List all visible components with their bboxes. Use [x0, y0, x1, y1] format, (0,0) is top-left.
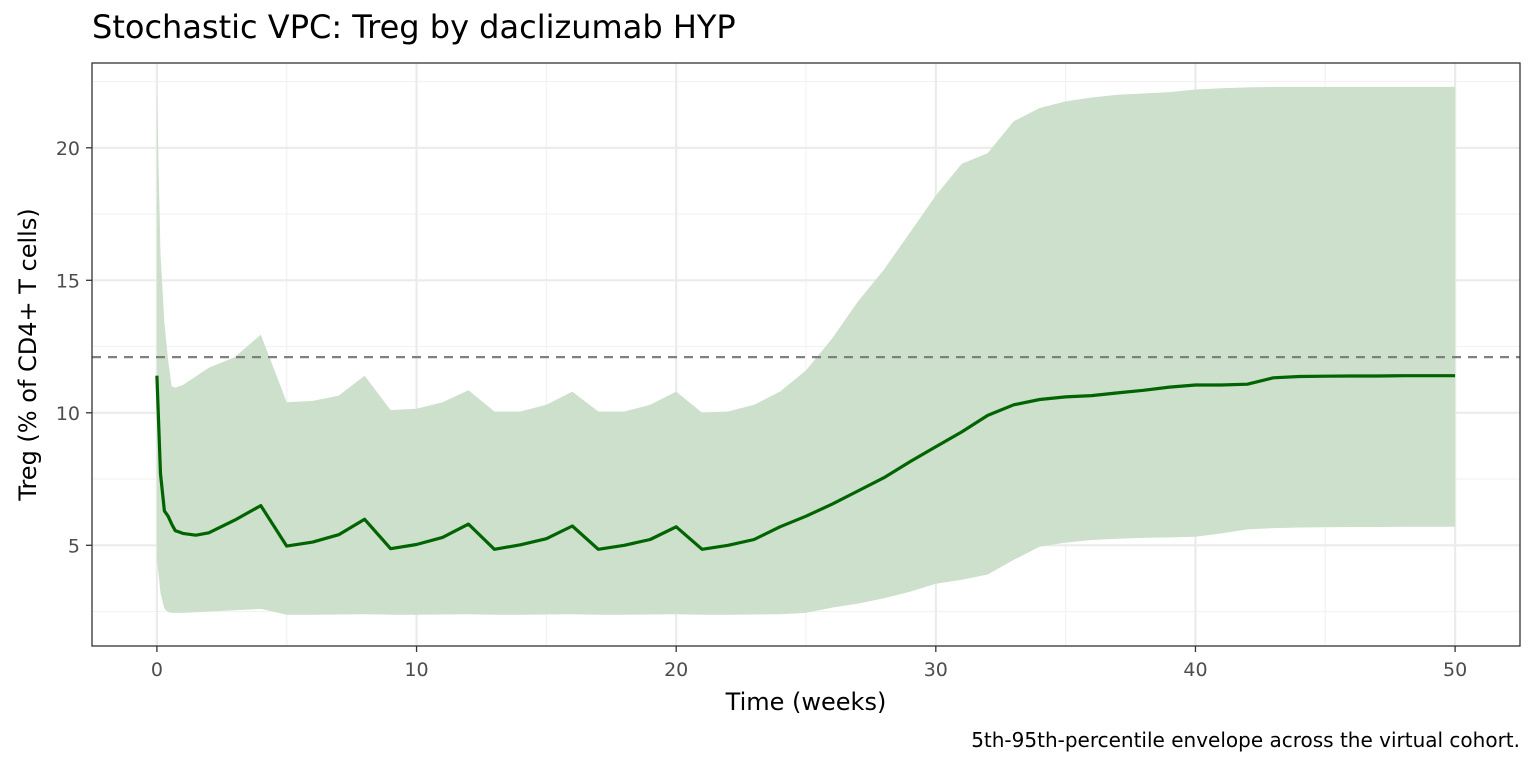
x-tick-label: 50 — [1443, 659, 1467, 681]
y-axis-title: Treg (% of CD4+ T cells) — [14, 208, 42, 501]
chart-title: Stochastic VPC: Treg by daclizumab HYP — [92, 8, 736, 46]
plot-panel-border — [91, 62, 1521, 647]
x-tick-label: 30 — [924, 659, 948, 681]
y-tick-label: 20 — [56, 138, 80, 160]
x-tick-label: 10 — [404, 659, 428, 681]
median-line — [155, 374, 1456, 551]
x-tick-label: 20 — [664, 659, 688, 681]
x-axis-title: Time (weeks) — [725, 688, 887, 716]
x-tick-label: 40 — [1183, 659, 1207, 681]
y-tick-label: 5 — [68, 535, 80, 557]
median-line-layer — [155, 374, 1456, 551]
x-tick-label: 0 — [151, 659, 163, 681]
y-tick-label: 15 — [56, 270, 80, 292]
percentile-band-layer — [156, 86, 1456, 615]
chart-caption: 5th-95th-percentile envelope across the … — [971, 728, 1520, 752]
axis-ticks-layer: 0 10 20 30 40 50 5 10 15 20 — [56, 138, 1467, 681]
percentile-band — [156, 86, 1456, 615]
y-tick-label: 10 — [56, 403, 80, 425]
